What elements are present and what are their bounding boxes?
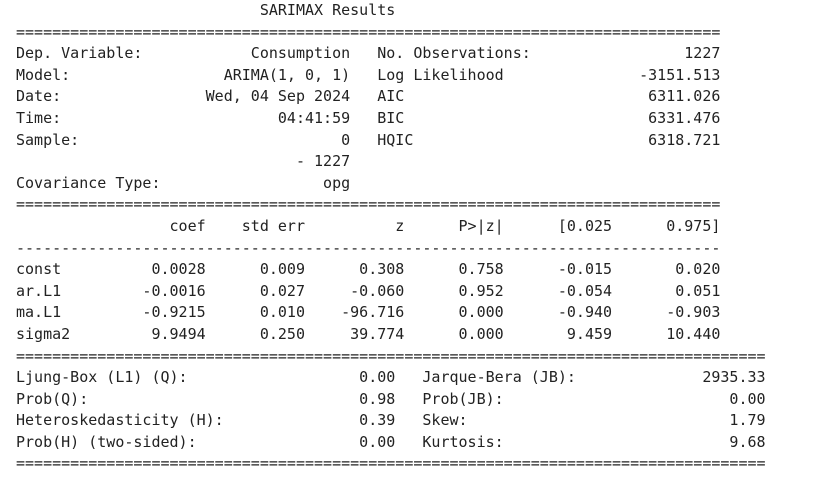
summary-row-sample: Sample: 0 HQIC 6318.721	[16, 130, 721, 149]
separator-line-wide: ========================================…	[16, 346, 766, 365]
sarimax-results-report: SARIMAX Results ========================…	[16, 0, 766, 475]
coefficient-row-const: const 0.0028 0.009 0.308 0.758 -0.015 0.…	[16, 260, 721, 279]
coefficient-table-header: coef std err z P>|z| [0.025 0.975]	[16, 216, 721, 235]
summary-row-dep-variable: Dep. Variable: Consumption No. Observati…	[16, 44, 721, 63]
diagnostic-row-heteroskedasticity-skew: Heteroskedasticity (H): 0.39 Skew: 1.79	[16, 411, 766, 430]
diagnostic-row-ljung-box-jarque-bera: Ljung-Box (L1) (Q): 0.00 Jarque-Bera (JB…	[16, 368, 766, 387]
summary-row-model: Model: ARIMA(1, 0, 1) Log Likelihood -31…	[16, 65, 721, 84]
separator-line: ========================================…	[16, 22, 721, 41]
diagnostic-row-prob-q-prob-jb: Prob(Q): 0.98 Prob(JB): 0.00	[16, 389, 766, 408]
summary-row-sample-end: - 1227	[16, 152, 721, 171]
summary-row-time: Time: 04:41:59 BIC 6331.476	[16, 108, 721, 127]
coefficient-row-sigma2: sigma2 9.9494 0.250 39.774 0.000 9.459 1…	[16, 324, 721, 343]
separator-line: ========================================…	[16, 195, 721, 214]
report-title: SARIMAX Results	[16, 1, 685, 19]
diagnostic-row-prob-h-kurtosis: Prob(H) (two-sided): 0.00 Kurtosis: 9.68	[16, 432, 766, 451]
separator-line-wide: ========================================…	[16, 454, 766, 473]
coefficient-row-ma-l1: ma.L1 -0.9215 0.010 -96.716 0.000 -0.940…	[16, 303, 721, 322]
dashed-separator-line: ----------------------------------------…	[16, 238, 721, 257]
summary-row-covariance-type: Covariance Type: opg	[16, 173, 721, 192]
coefficient-row-ar-l1: ar.L1 -0.0016 0.027 -0.060 0.952 -0.054 …	[16, 281, 721, 300]
summary-row-date: Date: Wed, 04 Sep 2024 AIC 6311.026	[16, 87, 721, 106]
